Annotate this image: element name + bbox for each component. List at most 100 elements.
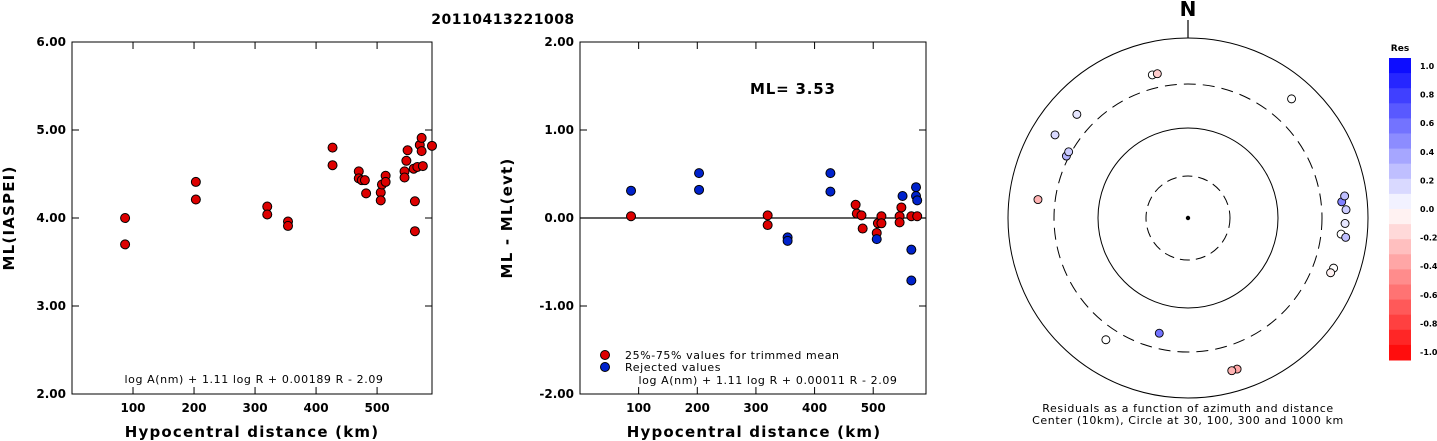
station-marker — [1340, 219, 1350, 228]
data-point — [897, 191, 908, 201]
ml-points — [120, 132, 437, 250]
data-point — [856, 210, 867, 221]
ml-x-ticks: 100 200 300 400 500 — [120, 42, 390, 415]
residual-points — [626, 168, 923, 286]
y-tick-label: 3.00 — [36, 299, 66, 313]
colorbar-tick-label: -1.0 — [1420, 348, 1437, 357]
colorbar-cell — [1389, 224, 1411, 240]
colorbar-cell — [1389, 58, 1411, 74]
residual-distance-panel: 100 200 300 400 500 -2.00 -1.00 0.00 1.00 2.00 M… — [498, 35, 927, 441]
colorbar-cell — [1389, 284, 1411, 301]
colorbar-tick-label: -0.2 — [1420, 234, 1437, 243]
data-point — [912, 211, 923, 222]
y-tick-label: -2.00 — [539, 387, 574, 401]
colorbar-tick-label: 0.8 — [1420, 91, 1435, 100]
data-point — [120, 239, 131, 250]
colorbar-cell — [1389, 133, 1411, 150]
colorbar-cell — [1389, 178, 1411, 195]
station-marker — [1101, 335, 1111, 345]
ml-x-label: Hypocentral distance (km) — [125, 423, 380, 441]
ml-y-ticks: 2.00 3.00 4.00 5.00 6.00 — [36, 35, 432, 401]
data-point — [120, 213, 131, 223]
north-label: N — [1180, 0, 1197, 21]
y-tick-label: 5.00 — [36, 123, 66, 137]
station-marker — [1341, 205, 1351, 215]
data-point — [912, 195, 923, 206]
data-point — [857, 223, 868, 234]
data-point — [417, 161, 428, 172]
y-tick-label: -1.00 — [539, 299, 574, 313]
station-marker — [1072, 109, 1082, 119]
residual-x-label: Hypocentral distance (km) — [627, 423, 882, 441]
data-point — [409, 196, 420, 207]
data-point — [626, 211, 637, 222]
data-point — [380, 176, 391, 187]
colorbar-cell — [1389, 148, 1411, 165]
residual-colorbar: Res 1.0 0.8 0.6 0.4 0.2 0.0 -0.2 -0.4 -0.6 -0.8 -1… — [1389, 44, 1437, 361]
colorbar-tick-label: -0.4 — [1420, 262, 1437, 271]
data-point — [906, 275, 917, 286]
station-marker — [1326, 268, 1336, 278]
colorbar-cell — [1389, 239, 1411, 255]
data-point — [762, 210, 773, 221]
data-point — [782, 235, 793, 246]
y-tick-label: 0.00 — [544, 211, 574, 225]
station-marker — [1152, 69, 1162, 79]
data-point — [694, 168, 705, 179]
data-point — [416, 146, 427, 157]
station-marker — [1154, 328, 1164, 338]
station-marker — [1341, 232, 1351, 242]
colorbar-tick-label: 0.4 — [1420, 148, 1435, 157]
ring-100km — [1097, 127, 1279, 309]
colorbar-cell — [1389, 118, 1411, 134]
x-tick-label: 200 — [182, 401, 207, 415]
data-point — [871, 234, 882, 245]
station-marker — [1340, 191, 1350, 201]
colorbar-cell — [1389, 344, 1411, 361]
station-marker — [1227, 366, 1237, 376]
colorbar-tick-label: 1.0 — [1420, 62, 1435, 71]
data-point — [402, 145, 413, 156]
colorbar-cell — [1389, 299, 1411, 316]
data-point — [906, 244, 917, 255]
station-marker — [1033, 195, 1043, 205]
data-point — [850, 199, 861, 210]
colorbar-cell — [1389, 314, 1411, 331]
figure-title: 20110413221008 — [431, 12, 574, 28]
colorbar-tick-label: 0.6 — [1420, 119, 1435, 128]
station-marker — [1050, 130, 1060, 140]
ml-value-label: ML= 3.53 — [750, 80, 836, 98]
y-tick-label: 6.00 — [36, 35, 66, 49]
colorbar-tick-label: -0.6 — [1420, 291, 1437, 300]
y-tick-label: 2.00 — [36, 387, 66, 401]
data-point — [283, 220, 293, 231]
ring-300km — [1053, 83, 1323, 353]
data-point — [190, 194, 201, 205]
residual-y-label: ML - ML(evt) — [498, 158, 516, 279]
polar-caption-2: Center (10km), Circle at 30, 100, 300 an… — [1032, 414, 1344, 427]
colorbar-tick-label: -0.8 — [1420, 319, 1437, 328]
data-point — [399, 172, 410, 183]
colorbar-cell — [1389, 163, 1411, 180]
azimuth-panel: N Residuals as a function of azimuth and… — [1007, 0, 1369, 427]
x-tick-label: 400 — [802, 401, 827, 415]
data-point — [375, 195, 386, 206]
legend-rejected-label: Rejected values — [625, 361, 721, 374]
data-point — [911, 182, 922, 193]
data-point — [361, 188, 372, 199]
data-point — [416, 132, 427, 143]
legend-rejected-marker — [600, 362, 610, 372]
colorbar-cell — [1389, 254, 1411, 270]
data-point — [626, 185, 637, 196]
data-point — [762, 220, 773, 231]
x-tick-label: 100 — [626, 401, 651, 415]
y-tick-label: 4.00 — [36, 211, 66, 225]
x-tick-label: 500 — [861, 401, 886, 415]
data-point — [896, 202, 907, 213]
data-point — [359, 175, 370, 186]
ml-formula: log A(nm) + 1.11 log R + 0.00189 R - 2.0… — [124, 373, 383, 386]
x-tick-label: 100 — [120, 401, 145, 415]
data-point — [894, 217, 905, 228]
data-point — [327, 160, 338, 171]
